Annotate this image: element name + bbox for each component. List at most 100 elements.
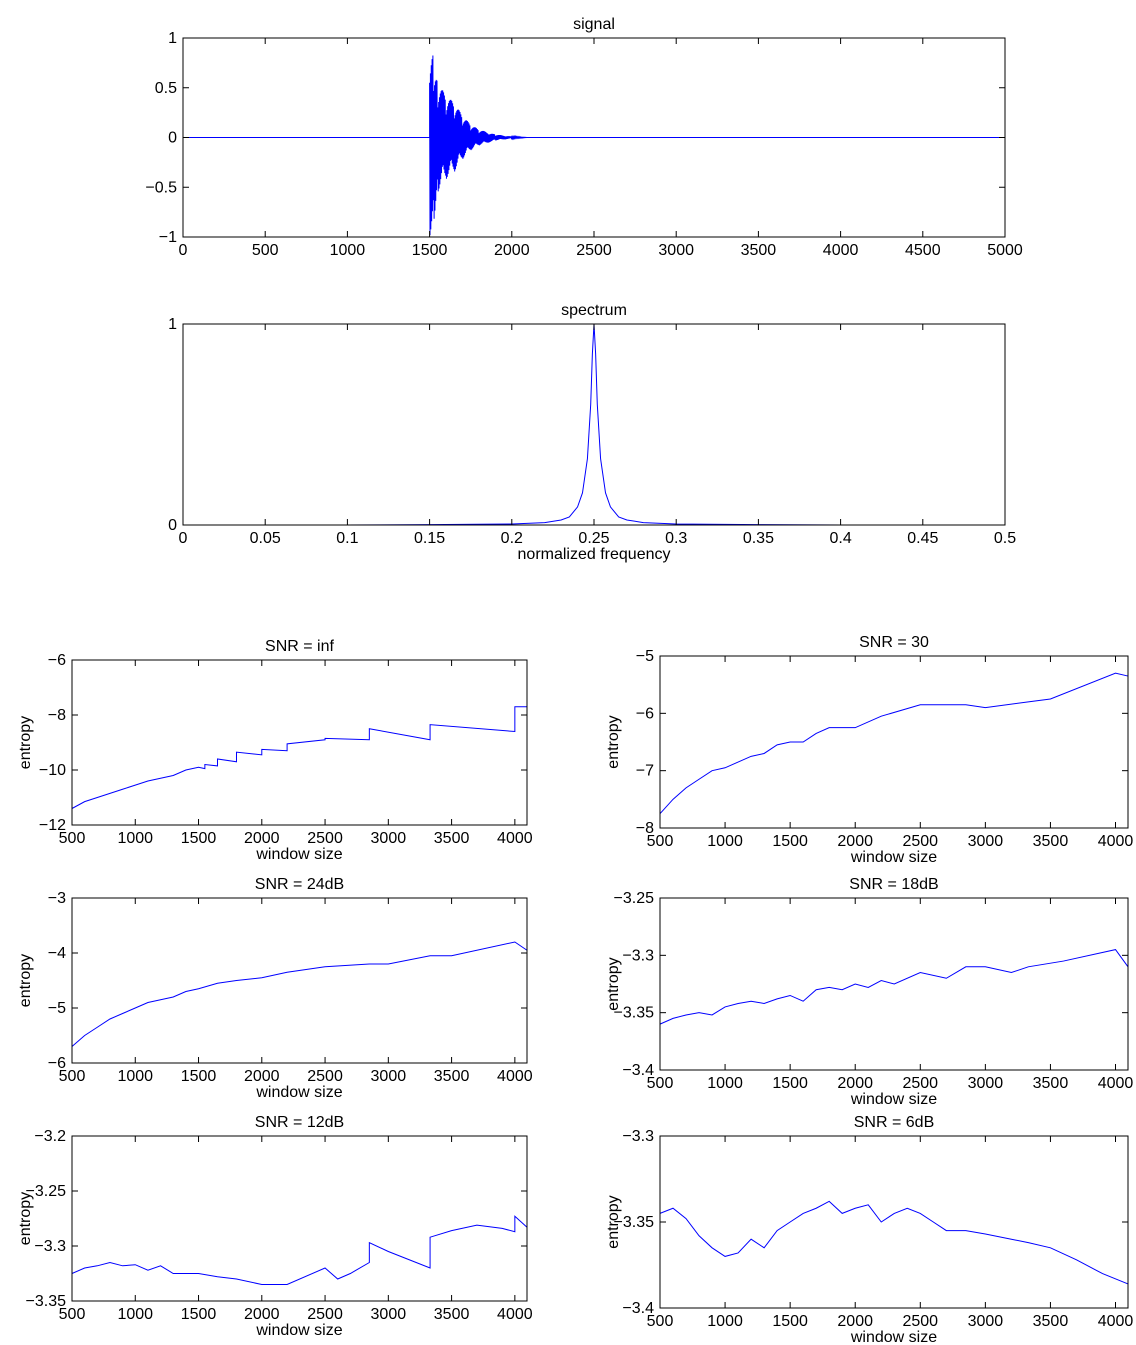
y-tick-label: −3.4 (622, 1062, 654, 1079)
x-axis-label: window size (255, 846, 342, 863)
series-line (71, 706, 527, 809)
y-tick-label: −6 (48, 652, 66, 669)
x-tick-label: 1500 (181, 1306, 217, 1323)
x-tick-label: 2000 (837, 1313, 873, 1330)
series-line (659, 672, 1129, 815)
chart-snr-18db: 500 1000 1500 2000 2500 3000 3500 4000 −3.4 −3.35… (605, 876, 1133, 1108)
x-tick-label: 5000 (987, 242, 1023, 259)
y-tick-label: −3.3 (622, 947, 654, 964)
x-tick-label: 3000 (968, 1075, 1004, 1092)
x-tick-label: 4000 (497, 830, 533, 847)
y-tick-label: −12 (39, 817, 66, 834)
x-tick-label: 1000 (707, 1075, 743, 1092)
plot-frame (182, 323, 1006, 526)
x-tick-label: 1000 (707, 1313, 743, 1330)
y-tick-label: −5 (48, 1000, 66, 1017)
x-tick-label: 3500 (1033, 1313, 1069, 1330)
chart-title: spectrum (561, 302, 627, 319)
y-tick-label: −6 (48, 1055, 66, 1072)
x-tick-label: 500 (59, 1068, 86, 1085)
y-axis-label: entropy (605, 715, 622, 768)
y-tick-label: −3.3 (622, 1128, 654, 1145)
x-tick-label: 0.2 (501, 530, 523, 547)
x-tick-label: 4000 (1098, 1075, 1134, 1092)
y-axis-label: entropy (17, 716, 34, 769)
x-tick-label: 500 (647, 1313, 674, 1330)
x-tick-label: 3000 (968, 833, 1004, 850)
x-tick-label: 2000 (837, 833, 873, 850)
x-tick-label: 3500 (741, 242, 777, 259)
y-tick-label: 0 (168, 517, 177, 534)
chart-snr-12db: 500 1000 1500 2000 2500 3000 3500 4000 −3.35 −3.3… (17, 1114, 533, 1339)
x-tick-label: 3500 (434, 830, 470, 847)
x-tick-label: 2000 (244, 830, 280, 847)
x-tick-label: 2000 (837, 1075, 873, 1092)
y-tick-label: −0.5 (145, 179, 177, 196)
chart-snr-24db: 500 1000 1500 2000 2500 3000 3500 4000 −6 −5 −4 −3 S… (17, 876, 533, 1101)
y-tick-label: −8 (48, 707, 66, 724)
x-tick-label: 2500 (307, 830, 343, 847)
x-tick-label: 0.5 (994, 530, 1016, 547)
y-tick-label: 1 (168, 316, 177, 333)
x-tick-label: 1000 (117, 830, 153, 847)
chart-title: SNR = 18dB (849, 876, 938, 893)
x-tick-label: 2000 (494, 242, 530, 259)
chart-title: SNR = inf (265, 638, 334, 655)
chart-snr-inf: 500 1000 1500 2000 2500 3000 3500 4000 −12 −10 −8 −… (17, 638, 533, 863)
x-axis-label: window size (850, 1091, 937, 1108)
x-tick-label: 2500 (902, 833, 938, 850)
plot-frame (659, 897, 1129, 1071)
y-tick-label: 0.5 (155, 80, 177, 97)
x-axis-label: window size (850, 1329, 937, 1345)
x-tick-label: 0.45 (907, 530, 938, 547)
x-tick-label: 0.05 (250, 530, 281, 547)
chart-snr-30: 500 1000 1500 2000 2500 3000 3500 4000 −8 −7 −6 −5 S… (605, 634, 1133, 866)
plot-frame (659, 655, 1129, 829)
x-tick-label: 4000 (1098, 833, 1134, 850)
y-tick-label: 0 (168, 130, 177, 147)
x-tick-label: 500 (59, 1306, 86, 1323)
series-line (183, 323, 1005, 526)
x-tick-label: 1500 (772, 833, 808, 850)
chart-signal: 0 500 1000 1500 2000 2500 3000 3500 4000 4500 5000… (145, 16, 1022, 259)
y-axis-label: entropy (17, 1192, 34, 1245)
chart-spectrum: 0 0.05 0.1 0.15 0.2 0.25 0.3 0.35 0.4 0.45 0.5 0 1 sp… (168, 302, 1016, 563)
x-tick-label: 500 (647, 1075, 674, 1092)
chart-title: SNR = 12dB (255, 1114, 344, 1131)
x-tick-label: 0.4 (829, 530, 851, 547)
x-tick-label: 4000 (1098, 1313, 1134, 1330)
x-tick-label: 0.25 (578, 530, 609, 547)
x-axis-label: window size (850, 849, 937, 866)
plot-frame (71, 897, 528, 1064)
chart-title: signal (573, 16, 615, 33)
x-tick-label: 1000 (707, 833, 743, 850)
y-tick-label: −1 (159, 229, 177, 246)
x-tick-label: 3000 (371, 1306, 407, 1323)
x-tick-label: 1500 (772, 1313, 808, 1330)
x-tick-label: 3000 (968, 1313, 1004, 1330)
x-tick-label: 4000 (823, 242, 859, 259)
y-tick-label: −4 (48, 945, 66, 962)
x-tick-label: 2000 (244, 1068, 280, 1085)
y-tick-label: −3.3 (34, 1238, 66, 1255)
plot-frame (659, 1135, 1129, 1309)
x-tick-label: 2500 (576, 242, 612, 259)
x-tick-label: 500 (252, 242, 279, 259)
x-tick-label: 2500 (902, 1075, 938, 1092)
x-tick-label: 1000 (330, 242, 366, 259)
series-line (183, 55, 1005, 236)
y-tick-label: −3.35 (614, 1005, 655, 1022)
x-tick-label: 1000 (117, 1068, 153, 1085)
x-tick-label: 2500 (307, 1306, 343, 1323)
x-tick-label: 3500 (434, 1068, 470, 1085)
x-axis-label: normalized frequency (518, 546, 671, 563)
x-tick-label: 3000 (658, 242, 694, 259)
chart-title: SNR = 6dB (854, 1114, 934, 1131)
y-tick-label: −3.35 (26, 1293, 67, 1310)
y-tick-label: −3.25 (26, 1183, 67, 1200)
x-tick-label: 4000 (497, 1306, 533, 1323)
x-tick-label: 0 (179, 242, 188, 259)
x-tick-label: 3500 (1033, 833, 1069, 850)
x-axis-label: window size (255, 1322, 342, 1339)
